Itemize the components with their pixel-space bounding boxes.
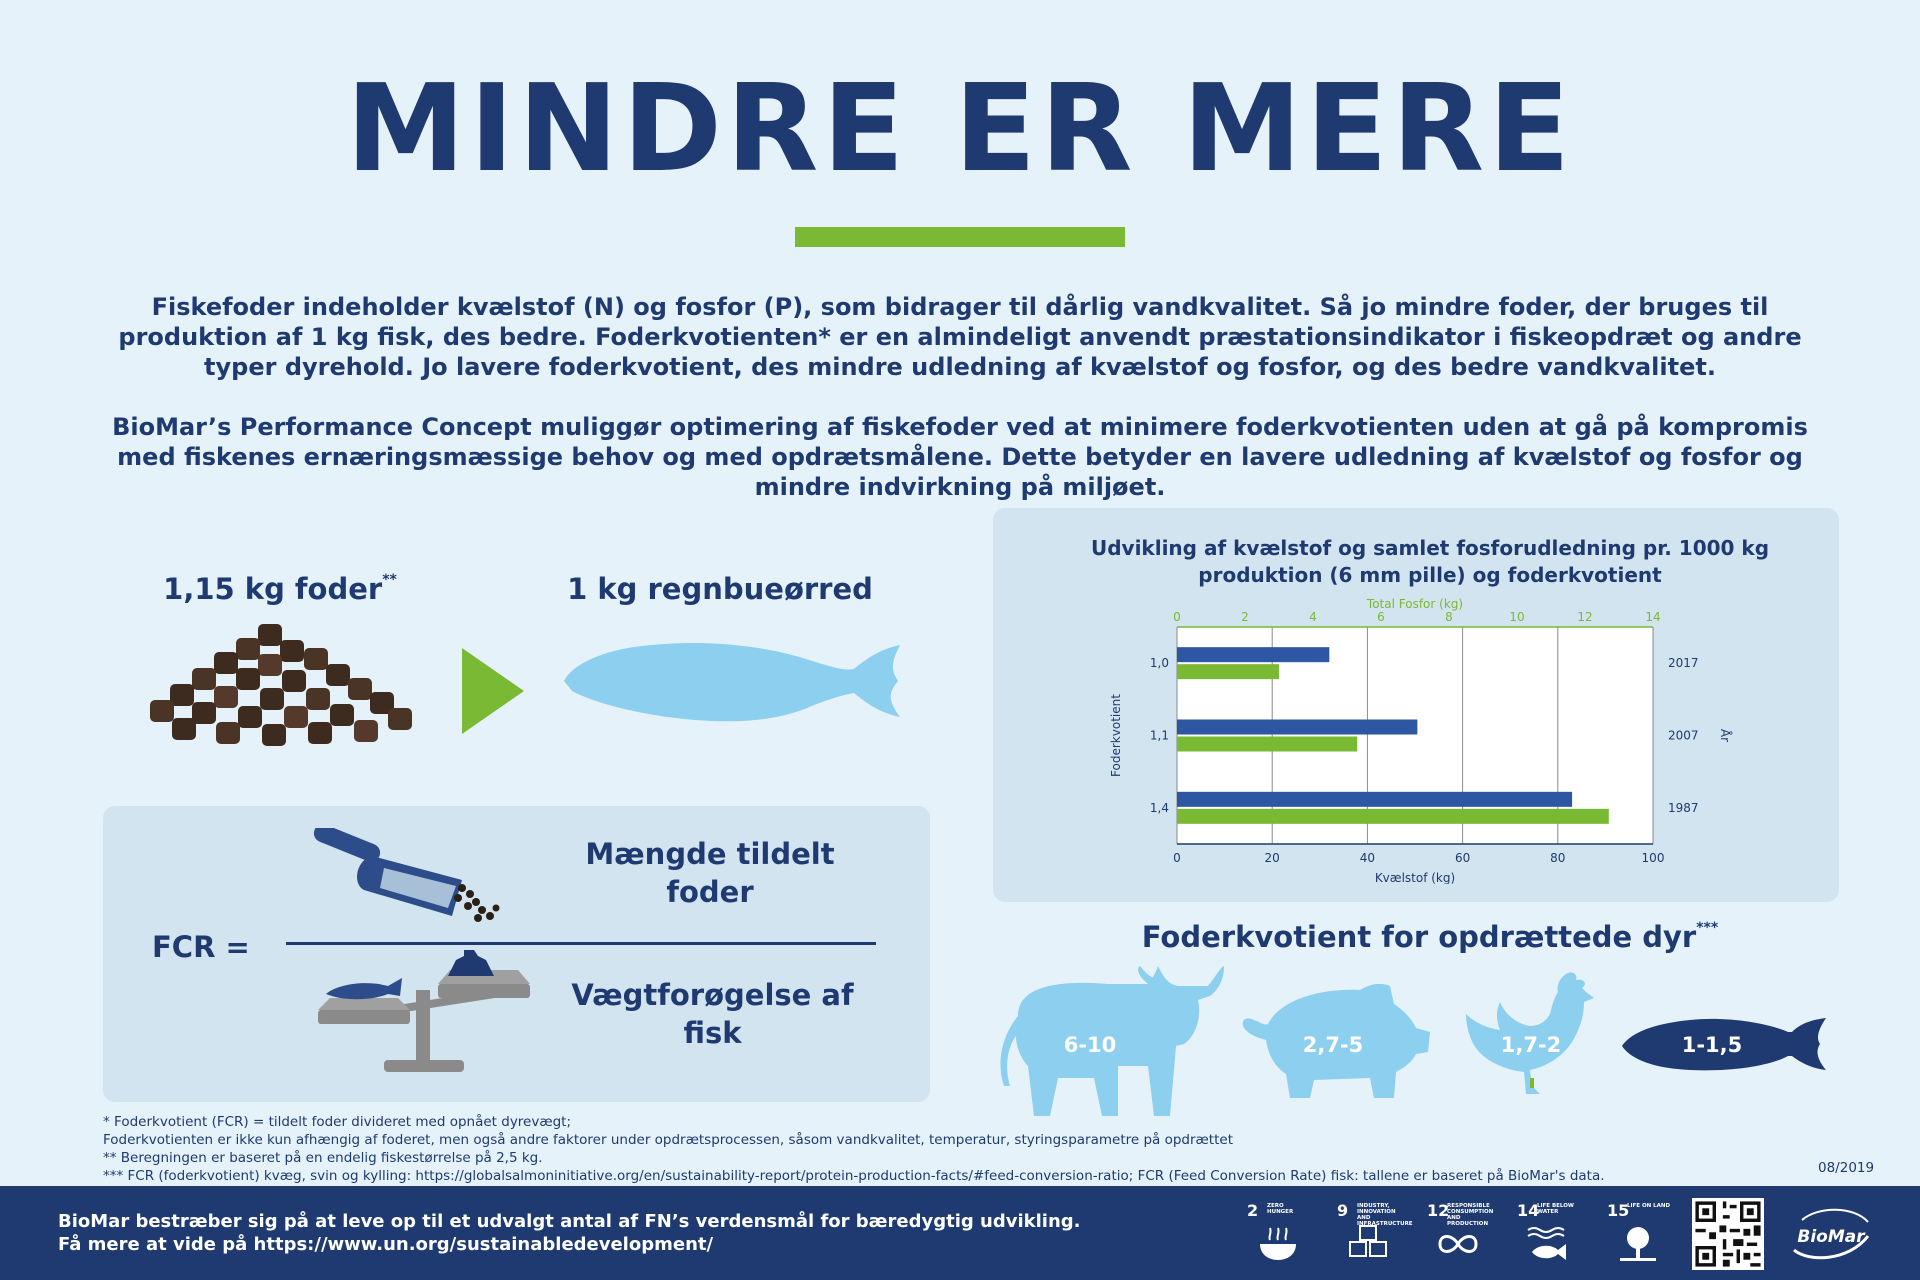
- sdg-label: RESPONSIBLE CONSUMPTION AND PRODUCTION: [1447, 1203, 1494, 1227]
- sdg-label: LIFE ON LAND: [1627, 1203, 1671, 1209]
- weighing-scale-icon: [318, 950, 530, 1072]
- x-tick-label: 80: [1550, 851, 1565, 865]
- feed-pellets-icon: [150, 624, 412, 746]
- x-tick-label: 40: [1360, 851, 1375, 865]
- animals-title: Foderkvotient for opdrættede dyr***: [1080, 920, 1780, 954]
- top-tick-label: 10: [1509, 610, 1524, 624]
- sdg-12-tile[interactable]: 12 RESPONSIBLE CONSUMPTION AND PRODUCTIO…: [1422, 1198, 1494, 1270]
- footer-text: BioMar bestræber sig på at leve op til e…: [58, 1210, 1081, 1256]
- x-tick-label: 20: [1265, 851, 1280, 865]
- footnote-2: Foderkvotienten er ikke kun afhængig af …: [103, 1132, 1233, 1148]
- sdg-label: INDUSTRY, INNOVATION AND INFRASTRUCTURE: [1357, 1203, 1413, 1227]
- right-axis-title: År: [1718, 729, 1733, 742]
- top-tick-label: 14: [1645, 610, 1660, 624]
- bar-kvaelstof: [1177, 719, 1418, 735]
- infinity-icon: [1438, 1235, 1478, 1253]
- footer-line-1: BioMar bestræber sig på at leve op til e…: [58, 1211, 1081, 1232]
- footer-bar: [0, 1186, 1920, 1280]
- sdg-number: 15: [1607, 1201, 1630, 1220]
- page-title: MINDRE ER MERE: [345, 60, 1575, 199]
- top-tick-label: 4: [1309, 610, 1317, 624]
- bar-fosfor: [1177, 664, 1279, 680]
- feed-label: 1,15 kg foder**: [140, 572, 420, 606]
- sdg-number: 2: [1247, 1201, 1259, 1220]
- y-tick-label: 1,1: [1150, 729, 1169, 743]
- feed-footnote-mark: **: [382, 572, 397, 588]
- tree-icon: [1620, 1227, 1656, 1261]
- top-tick-label: 0: [1173, 610, 1181, 624]
- publication-date: 08/2019: [1818, 1160, 1875, 1176]
- bar-fosfor: [1177, 736, 1358, 752]
- fish-icon: [1622, 1018, 1826, 1071]
- bottom-axis-title: Kvælstof (kg): [1375, 871, 1455, 884]
- footer-link[interactable]: Få mere at vide på https://www.un.org/su…: [58, 1234, 714, 1255]
- sdg-label: LIFE BELOW WATER: [1537, 1203, 1574, 1215]
- arrow-right-icon: [462, 648, 524, 734]
- footnote-4: *** FCR (foderkvotient) kvæg, svin og ky…: [103, 1168, 1605, 1184]
- plot-area: [1177, 627, 1653, 844]
- sdg-14-tile[interactable]: 14 LIFE BELOW WATER: [1512, 1198, 1584, 1270]
- year-label: 1987: [1668, 801, 1699, 815]
- top-axis-title: Total Fosfor (kg): [1366, 597, 1463, 611]
- concept-paragraph: BioMar’s Performance Concept muliggør op…: [112, 413, 1808, 501]
- title-underline: [795, 227, 1125, 247]
- bar-kvaelstof: [1177, 791, 1573, 807]
- qr-code-icon[interactable]: [1692, 1198, 1764, 1270]
- cow-icon: [1000, 966, 1224, 1116]
- fcr-denominator: Vægtforøgelse af fisk: [571, 978, 854, 1050]
- sdg-label: ZERO HUNGER: [1267, 1203, 1294, 1215]
- biomar-logo-text: BioMar: [1797, 1227, 1866, 1247]
- x-tick-label: 60: [1455, 851, 1470, 865]
- trout-icon: [564, 642, 900, 722]
- sdg-9-tile[interactable]: 9 INDUSTRY, INNOVATION AND INFRASTRUCTUR…: [1332, 1198, 1413, 1270]
- x-tick-label: 0: [1173, 851, 1181, 865]
- footnotes: * Foderkvotient (FCR) = tildelt foder di…: [103, 1113, 1703, 1185]
- fish-label: 1 kg regnbueørred: [567, 572, 873, 606]
- sdg-number: 12: [1427, 1201, 1450, 1220]
- y-tick-label: 1,4: [1150, 801, 1169, 815]
- animals-title-text: Foderkvotient for opdrættede dyr: [1141, 920, 1697, 954]
- emissions-bar-chart: 0 20 40 60 80 100 0 2 4 6 8 10 12 14 Total Fosfor (kg)…: [1109, 597, 1733, 884]
- sdg-number: 14: [1517, 1201, 1540, 1220]
- sdg-15-tile[interactable]: 15 LIFE ON LAND: [1602, 1198, 1674, 1270]
- pig-value: 2,7-5: [1302, 1033, 1364, 1057]
- top-tick-label: 12: [1577, 610, 1592, 624]
- biomar-logo[interactable]: BioMar: [1788, 1200, 1874, 1266]
- bar-fosfor: [1177, 808, 1609, 824]
- top-tick-label: 8: [1445, 610, 1453, 624]
- feed-label-text: 1,15 kg foder: [163, 572, 383, 606]
- intro-paragraph: Fiskefoder indeholder kvælstof (N) og fo…: [118, 293, 1802, 381]
- biomar-logo-mark: BioMar: [1793, 1208, 1870, 1260]
- year-label: 2017: [1668, 656, 1699, 670]
- sdg-2-tile[interactable]: 2 ZERO HUNGER: [1242, 1198, 1314, 1270]
- cubes-icon: [1349, 1225, 1387, 1257]
- top-tick-label: 2: [1241, 610, 1249, 624]
- fish-value: 1-1,5: [1681, 1033, 1743, 1057]
- animals-footnote-mark: ***: [1696, 920, 1719, 936]
- x-tick-label: 100: [1642, 851, 1665, 865]
- footnote-1: * Foderkvotient (FCR) = tildelt foder di…: [103, 1114, 572, 1130]
- year-label: 2007: [1668, 729, 1699, 743]
- y-tick-label: 1,0: [1150, 656, 1169, 670]
- fcr-panel: [103, 806, 930, 1102]
- sdg-number: 9: [1337, 1201, 1349, 1220]
- chicken-value: 1,7-2: [1500, 1033, 1562, 1057]
- feed-scoop-icon: [313, 828, 500, 922]
- bar-kvaelstof: [1177, 647, 1330, 663]
- fraction-line: [286, 942, 876, 945]
- pig-icon: [1242, 983, 1430, 1098]
- chart-title: Udvikling af kvælstof og samlet fosforud…: [1090, 536, 1770, 587]
- y-axis-title: Foderkvotient: [1109, 694, 1123, 777]
- chicken-icon: [1466, 972, 1594, 1094]
- fcr-label: FCR =: [152, 930, 250, 964]
- cow-value: 6-10: [1063, 1033, 1117, 1057]
- top-tick-label: 6: [1377, 610, 1385, 624]
- bowl-icon: [1260, 1227, 1296, 1260]
- fish-water-icon: [1527, 1227, 1566, 1260]
- footnote-3: ** Beregningen er baseret på en endelig …: [103, 1150, 543, 1166]
- fcr-numerator: Mængde tildelt foder: [585, 837, 835, 909]
